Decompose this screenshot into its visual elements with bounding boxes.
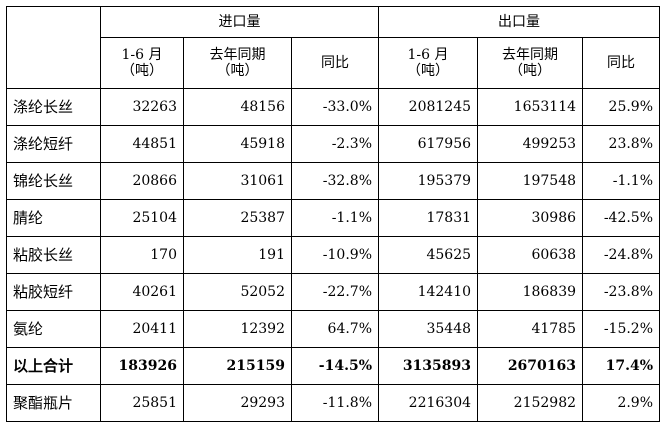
- row-label: 氨纶: [6, 310, 101, 348]
- header-unit: （吨）: [509, 63, 552, 79]
- export-current-cell: 195379: [378, 162, 479, 200]
- table-body: 涤纶长丝 32263 48156 -33.0% 2081245 1653114 …: [6, 88, 661, 422]
- export-previous-cell: 1653114: [477, 88, 584, 126]
- import-yoy-cell: -1.1%: [290, 199, 380, 237]
- export-yoy-cell: 23.8%: [582, 125, 661, 163]
- import-current-cell: 183926: [100, 347, 184, 385]
- import-previous-cell: 25387: [183, 199, 292, 237]
- table-row: 粘胶长丝 170 191 -10.9% 45625 60638 -24.8%: [6, 236, 661, 274]
- group-header-row: 进口量 出口量: [6, 6, 661, 89]
- header-unit: （吨）: [121, 63, 163, 79]
- export-previous-cell: 30986: [477, 199, 584, 237]
- table-row: 氨纶 20411 12392 64.7% 35448 41785 -15.2%: [6, 310, 661, 348]
- table-row: 聚酯瓶片 25851 29293 -11.8% 2216304 2152982 …: [6, 384, 661, 422]
- table-row: 涤纶长丝 32263 48156 -33.0% 2081245 1653114 …: [6, 88, 661, 126]
- export-yoy-cell: 2.9%: [582, 384, 661, 422]
- export-previous-cell: 197548: [477, 162, 584, 200]
- export-group-header: 出口量: [378, 6, 661, 38]
- import-current-cell: 25851: [100, 384, 184, 422]
- row-label: 腈纶: [6, 199, 101, 237]
- export-current-cell: 617956: [378, 125, 479, 163]
- table-row: 锦纶长丝 20866 31061 -32.8% 195379 197548 -1…: [6, 162, 661, 200]
- header-line: 同比: [321, 55, 349, 71]
- import-current-header: 1-6 月 （吨）: [100, 37, 184, 89]
- header-line: 同比: [607, 55, 636, 71]
- export-previous-cell: 2152982: [477, 384, 584, 422]
- row-label: 涤纶长丝: [6, 88, 101, 126]
- import-yoy-cell: -22.7%: [290, 273, 380, 311]
- row-label: 锦纶长丝: [6, 162, 101, 200]
- import-previous-header: 去年同期 （吨）: [183, 37, 292, 89]
- header-unit: （吨）: [216, 63, 259, 79]
- import-group-header: 进口量: [99, 6, 380, 38]
- table-row: 粘胶短纤 40261 52052 -22.7% 142410 186839 -2…: [6, 273, 661, 311]
- import-previous-cell: 29293: [183, 384, 292, 422]
- export-current-cell: 142410: [378, 273, 479, 311]
- export-previous-header: 去年同期 （吨）: [477, 37, 584, 89]
- import-current-cell: 25104: [100, 199, 184, 237]
- export-previous-cell: 60638: [477, 236, 584, 274]
- export-yoy-header: 同比: [582, 37, 661, 89]
- row-label: 粘胶长丝: [6, 236, 101, 274]
- import-yoy-cell: -33.0%: [290, 88, 380, 126]
- export-current-cell: 3135893: [378, 347, 479, 385]
- trade-table: 进口量 出口量 1-6 月 （吨） 去年同期 （吨） 同比 1-6 月 （吨） …: [6, 6, 661, 422]
- import-current-cell: 44851: [100, 125, 184, 163]
- header-line: 1-6 月: [121, 47, 163, 63]
- export-previous-cell: 2670163: [477, 347, 584, 385]
- import-previous-cell: 31061: [183, 162, 292, 200]
- table-row: 腈纶 25104 25387 -1.1% 17831 30986 -42.5%: [6, 199, 661, 237]
- row-label: 粘胶短纤: [6, 273, 101, 311]
- import-yoy-cell: -2.3%: [290, 125, 380, 163]
- import-yoy-cell: -32.8%: [290, 162, 380, 200]
- import-current-cell: 40261: [100, 273, 184, 311]
- export-yoy-cell: -24.8%: [582, 236, 661, 274]
- import-current-cell: 32263: [100, 88, 184, 126]
- export-yoy-cell: 17.4%: [582, 347, 661, 385]
- export-previous-cell: 186839: [477, 273, 584, 311]
- export-current-cell: 2216304: [378, 384, 479, 422]
- total-row: 以上合计 183926 215159 -14.5% 3135893 267016…: [6, 347, 661, 385]
- header-unit: （吨）: [407, 63, 450, 79]
- export-current-cell: 45625: [378, 236, 479, 274]
- row-label: 涤纶短纤: [6, 125, 101, 163]
- header-line: 去年同期: [209, 47, 266, 63]
- import-yoy-cell: 64.7%: [290, 310, 380, 348]
- export-current-header: 1-6 月 （吨）: [378, 37, 479, 89]
- row-label: 聚酯瓶片: [6, 384, 101, 422]
- export-yoy-cell: 25.9%: [582, 88, 661, 126]
- import-current-cell: 170: [100, 236, 184, 274]
- header-line: 1-6 月: [407, 47, 449, 63]
- import-current-cell: 20866: [100, 162, 184, 200]
- import-current-cell: 20411: [100, 310, 184, 348]
- import-yoy-header: 同比: [290, 37, 380, 89]
- import-previous-cell: 12392: [183, 310, 292, 348]
- import-previous-cell: 215159: [183, 347, 292, 385]
- import-previous-cell: 52052: [183, 273, 292, 311]
- sub-header-row: 1-6 月 （吨） 去年同期 （吨） 同比 1-6 月 （吨） 去年同期 （吨）…: [7, 37, 661, 89]
- import-yoy-cell: -10.9%: [290, 236, 380, 274]
- import-yoy-cell: -11.8%: [290, 384, 380, 422]
- export-yoy-cell: -42.5%: [582, 199, 661, 237]
- export-yoy-cell: -23.8%: [582, 273, 661, 311]
- export-previous-cell: 499253: [477, 125, 584, 163]
- export-yoy-cell: -1.1%: [582, 162, 661, 200]
- export-yoy-cell: -15.2%: [582, 310, 661, 348]
- import-yoy-cell: -14.5%: [290, 347, 380, 385]
- export-current-cell: 2081245: [378, 88, 479, 126]
- export-previous-cell: 41785: [477, 310, 584, 348]
- row-label: 以上合计: [6, 347, 101, 385]
- export-current-cell: 17831: [378, 199, 479, 237]
- import-previous-cell: 191: [183, 236, 292, 274]
- header-line: 去年同期: [502, 47, 559, 63]
- import-previous-cell: 45918: [183, 125, 292, 163]
- export-current-cell: 35448: [378, 310, 479, 348]
- corner-cell: [6, 6, 101, 89]
- table-row: 涤纶短纤 44851 45918 -2.3% 617956 499253 23.…: [6, 125, 661, 163]
- import-previous-cell: 48156: [183, 88, 292, 126]
